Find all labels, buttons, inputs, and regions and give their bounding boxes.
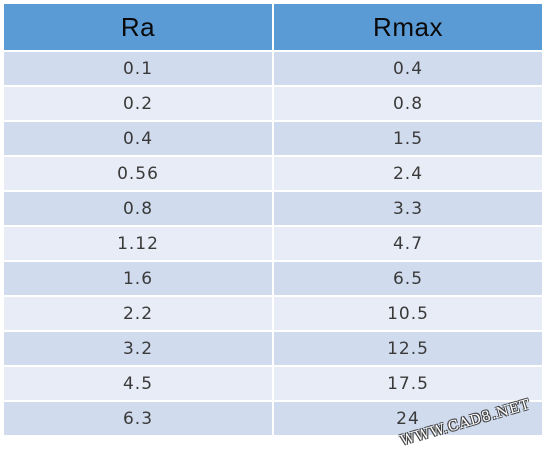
- cell-rmax: 2.4: [274, 157, 542, 190]
- table-row: 0.4 1.5: [4, 122, 542, 155]
- cell-rmax: 3.3: [274, 192, 542, 225]
- cell-ra: 0.2: [4, 87, 272, 120]
- cell-ra: 6.3: [4, 402, 272, 435]
- table-row: 2.2 10.5: [4, 297, 542, 330]
- cell-ra: 0.1: [4, 52, 272, 85]
- table-row: 1.6 6.5: [4, 262, 542, 295]
- header-ra: Ra: [4, 4, 272, 50]
- header-row: Ra Rmax: [4, 4, 542, 50]
- cell-ra: 1.12: [4, 227, 272, 260]
- cell-ra: 0.4: [4, 122, 272, 155]
- cell-rmax: 6.5: [274, 262, 542, 295]
- table-row: 3.2 12.5: [4, 332, 542, 365]
- table-header: Ra Rmax: [4, 4, 542, 50]
- table-body: 0.1 0.4 0.2 0.8 0.4 1.5 0.56 2.4 0.8 3.3…: [4, 52, 542, 435]
- table-row: 0.8 3.3: [4, 192, 542, 225]
- header-rmax: Rmax: [274, 4, 542, 50]
- table-row: 0.1 0.4: [4, 52, 542, 85]
- cell-rmax: 0.8: [274, 87, 542, 120]
- cell-rmax: 12.5: [274, 332, 542, 365]
- cell-rmax: 1.5: [274, 122, 542, 155]
- cell-rmax: 0.4: [274, 52, 542, 85]
- cell-rmax: 10.5: [274, 297, 542, 330]
- cell-ra: 1.6: [4, 262, 272, 295]
- cell-ra: 4.5: [4, 367, 272, 400]
- cell-ra: 0.8: [4, 192, 272, 225]
- cell-ra: 2.2: [4, 297, 272, 330]
- table-row: 1.12 4.7: [4, 227, 542, 260]
- table-row: 0.2 0.8: [4, 87, 542, 120]
- cell-ra: 0.56: [4, 157, 272, 190]
- cell-ra: 3.2: [4, 332, 272, 365]
- roughness-table: Ra Rmax 0.1 0.4 0.2 0.8 0.4 1.5 0.56 2.4: [2, 2, 544, 437]
- cell-rmax: 4.7: [274, 227, 542, 260]
- cell-rmax: 17.5: [274, 367, 542, 400]
- table-row: 0.56 2.4: [4, 157, 542, 190]
- table-row: 4.5 17.5: [4, 367, 542, 400]
- roughness-table-container: Ra Rmax 0.1 0.4 0.2 0.8 0.4 1.5 0.56 2.4: [2, 2, 542, 435]
